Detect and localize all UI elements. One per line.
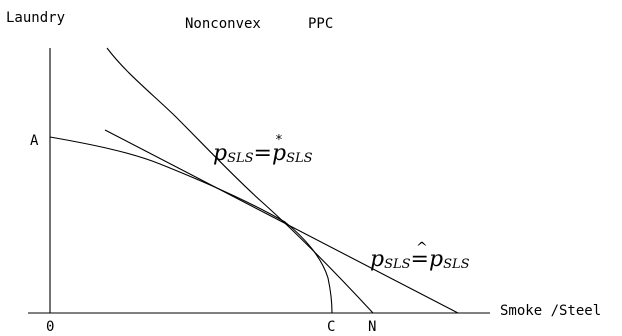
hat-mark: ^ — [416, 240, 428, 256]
price-hat-label: pSLS=pSLS ^ — [370, 240, 470, 272]
x-axis-label: Smoke /Steel — [500, 303, 601, 319]
point-a-label: A — [30, 133, 39, 149]
svg-text:pSLS=pSLS: pSLS=pSLS — [213, 141, 313, 166]
price-line-hat — [104, 129, 459, 314]
point-c-label: C — [327, 319, 335, 335]
y-axis-label: Laundry — [6, 10, 65, 26]
star-mark: * — [275, 133, 283, 148]
title-right: PPC — [308, 16, 333, 32]
price-line-star — [106, 47, 374, 314]
ppc-curve — [49, 136, 333, 314]
svg-text:pSLS=pSLS: pSLS=pSLS — [370, 247, 470, 272]
origin-label: 0 — [46, 319, 54, 335]
point-n-label: N — [368, 319, 376, 335]
price-star-label: pSLS=pSLS * — [213, 133, 313, 166]
title-left: Nonconvex — [185, 16, 261, 32]
